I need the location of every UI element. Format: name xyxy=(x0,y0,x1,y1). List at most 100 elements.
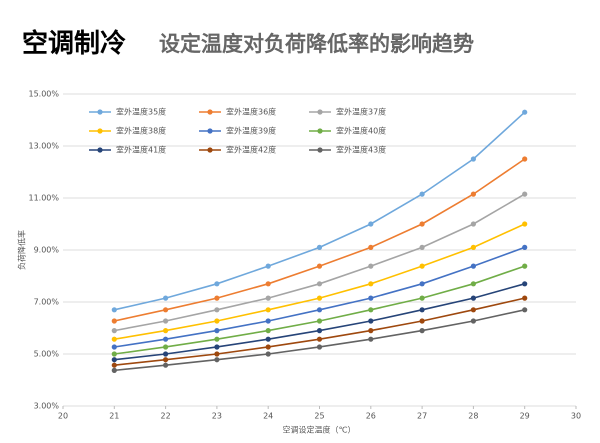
point xyxy=(111,351,117,357)
legend-marker xyxy=(207,109,213,115)
point xyxy=(214,357,220,363)
point xyxy=(111,344,117,350)
x-tick-label: 25 xyxy=(314,412,324,421)
point xyxy=(163,328,169,334)
y-tick-label: 7.00% xyxy=(34,298,60,307)
point xyxy=(368,328,374,334)
point xyxy=(470,281,476,287)
point xyxy=(265,336,271,342)
x-tick-label: 28 xyxy=(468,412,478,421)
x-tick-label: 27 xyxy=(417,412,427,421)
point xyxy=(111,362,117,368)
legend-label: 室外温度39度 xyxy=(226,126,276,136)
legend-marker xyxy=(317,109,323,115)
legend-marker xyxy=(97,128,103,134)
point xyxy=(522,281,528,287)
legend-marker xyxy=(97,109,103,115)
point xyxy=(470,156,476,162)
point xyxy=(163,362,169,368)
point xyxy=(163,307,169,313)
point xyxy=(316,328,323,334)
point xyxy=(163,336,169,342)
point xyxy=(316,307,323,313)
point xyxy=(522,295,528,301)
point xyxy=(419,191,425,197)
point xyxy=(470,191,476,197)
point xyxy=(522,109,528,115)
point xyxy=(265,307,271,313)
point xyxy=(316,244,323,250)
point xyxy=(470,244,476,250)
point xyxy=(522,244,528,250)
x-tick-label: 24 xyxy=(263,412,273,421)
point xyxy=(163,318,169,324)
y-tick-label: 3.00% xyxy=(34,402,60,411)
point xyxy=(214,318,220,324)
x-tick-label: 26 xyxy=(366,412,376,421)
point xyxy=(316,281,323,287)
point xyxy=(163,357,169,363)
legend-marker xyxy=(317,128,323,134)
point xyxy=(316,336,323,342)
point xyxy=(419,318,425,324)
legend-marker xyxy=(317,147,323,153)
x-tick-label: 20 xyxy=(58,412,68,421)
x-tick-label: 23 xyxy=(212,412,222,421)
point xyxy=(419,307,425,313)
point xyxy=(368,221,374,227)
chart-subtitle: 设定温度对负荷降低率的影响趋势 xyxy=(159,32,474,56)
point xyxy=(111,328,117,334)
point xyxy=(265,263,271,269)
point xyxy=(419,295,425,301)
legend-label: 室外温度42度 xyxy=(226,145,276,155)
point xyxy=(470,221,476,227)
point xyxy=(470,295,476,301)
point xyxy=(316,344,323,350)
point xyxy=(163,295,169,301)
y-tick-label: 11.00% xyxy=(28,194,59,203)
point xyxy=(265,344,271,350)
point xyxy=(470,307,476,313)
legend-marker xyxy=(207,147,213,153)
point xyxy=(316,263,323,269)
point xyxy=(368,307,374,313)
point xyxy=(419,221,425,227)
point xyxy=(419,328,425,334)
y-tick-label: 5.00% xyxy=(34,350,60,359)
legend-label: 室外温度41度 xyxy=(116,145,166,155)
point xyxy=(522,221,528,227)
x-tick-label: 22 xyxy=(161,412,171,421)
legend-marker xyxy=(97,147,103,153)
point xyxy=(265,351,271,357)
point xyxy=(214,307,220,313)
title-main: 空调制冷 xyxy=(22,28,126,59)
point xyxy=(522,156,528,162)
point xyxy=(111,367,117,373)
legend-label: 室外温度40度 xyxy=(336,126,386,136)
point xyxy=(214,351,220,357)
x-tick-label: 21 xyxy=(109,412,119,421)
point xyxy=(111,307,117,313)
y-tick-label: 15.00% xyxy=(28,90,59,99)
point xyxy=(214,328,220,334)
point xyxy=(265,328,271,334)
legend-label: 室外温度36度 xyxy=(226,107,276,117)
series-line xyxy=(114,111,526,311)
x-tick-label: 30 xyxy=(571,412,581,421)
point xyxy=(316,295,323,301)
point xyxy=(368,281,374,287)
point xyxy=(470,263,476,269)
point xyxy=(214,336,220,342)
legend-label: 室外温度43度 xyxy=(336,145,386,155)
point xyxy=(368,244,374,250)
point xyxy=(265,295,271,301)
point xyxy=(522,191,528,197)
point xyxy=(368,336,374,342)
x-tick-label: 29 xyxy=(520,412,530,421)
point xyxy=(368,263,374,269)
legend-label: 室外温度37度 xyxy=(336,107,386,117)
point xyxy=(368,295,374,301)
point xyxy=(111,318,117,324)
